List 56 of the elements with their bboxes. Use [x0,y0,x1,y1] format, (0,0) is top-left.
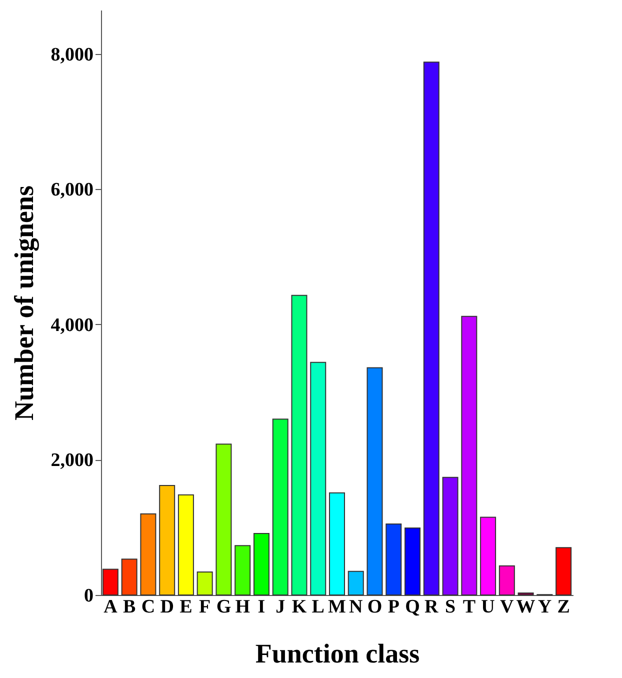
x-tick-label: L [312,596,324,618]
x-tick-label: Q [405,596,420,618]
x-tick-label: O [367,596,382,618]
x-axis-title: Function class [255,638,420,668]
x-tick-label: C [141,596,156,618]
x-tick-label: G [216,596,232,618]
bar [310,362,326,596]
x-tick-label: E [180,596,192,618]
x-tick-label: W [516,596,536,618]
bar [442,476,458,596]
x-tick-label: J [276,596,286,618]
y-tick-label: 4,000 [50,314,94,336]
bar [348,570,364,596]
bar [121,558,138,596]
x-tick-label: A [104,596,118,618]
bar [518,592,534,596]
x-tick-label: Y [538,596,552,618]
bar [329,492,345,596]
bar [556,547,572,596]
x-tick-label: Z [557,596,570,618]
bar [461,316,478,596]
y-tick-label: 8,000 [50,44,94,66]
y-tick-label: 0 [84,586,94,606]
bar [216,444,232,596]
bar [366,367,383,596]
y-tick-label: 6,000 [50,180,94,201]
bar [253,532,270,596]
bar [272,418,288,596]
bar [291,294,308,596]
x-tick-label: P [388,596,400,618]
y-tick-label: 2,000 [50,450,94,472]
x-tick-label: I [258,596,266,618]
bar [386,523,402,596]
x-tick-label: D [160,596,174,618]
bar [140,513,156,596]
bar [196,572,213,596]
x-tick-label: V [500,596,514,618]
bar [404,528,421,596]
x-tick-label: B [122,596,136,618]
x-tick-label: H [235,596,250,618]
y-axis-title: Number of unignens [8,185,39,421]
x-tick-label: N [349,596,364,618]
bar [159,484,176,596]
x-tick-label: M [328,596,346,618]
bar [480,516,496,596]
bar [423,62,440,596]
x-tick-label: R [424,596,439,618]
bar [102,568,118,596]
bar [498,565,515,596]
x-tick-label: U [481,596,496,618]
bar [234,545,251,596]
x-tick-label: F [199,596,211,618]
bar [178,494,194,596]
x-tick-label: T [462,596,476,618]
x-tick-label: K [292,596,307,618]
x-tick-label: S [444,596,456,618]
